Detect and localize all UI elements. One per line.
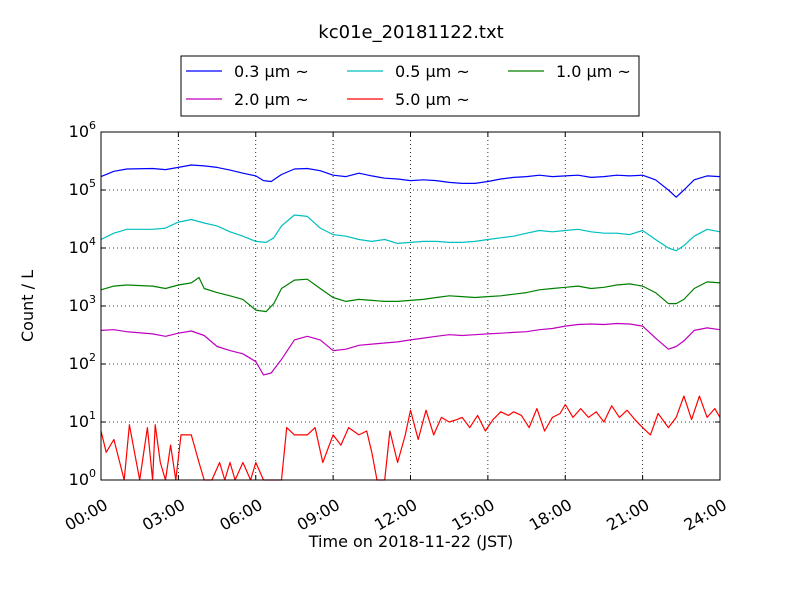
y-axis-label: Count / L	[18, 270, 37, 342]
chart-title: kc01e_20181122.txt	[318, 22, 503, 43]
x-axis-label: Time on 2018-11-22 (JST)	[308, 532, 513, 551]
series-line	[100, 276, 721, 313]
legend: 0.3 µm ~ 0.5 µm ~ 1.0 µm ~ 2.0 µm ~ 5.0 µm ~	[180, 55, 640, 117]
series-line	[100, 395, 721, 481]
legend-label: 0.3 µm ~	[234, 62, 309, 81]
series-line	[100, 164, 721, 198]
legend-label: 5.0 µm ~	[395, 90, 470, 109]
legend-label: 1.0 µm ~	[556, 62, 631, 81]
series-lines	[100, 164, 721, 481]
legend-frame	[180, 55, 640, 117]
series-line	[100, 322, 721, 376]
legend-label: 0.5 µm ~	[395, 62, 470, 81]
series-line	[100, 214, 721, 252]
legend-label: 2.0 µm ~	[234, 90, 309, 109]
